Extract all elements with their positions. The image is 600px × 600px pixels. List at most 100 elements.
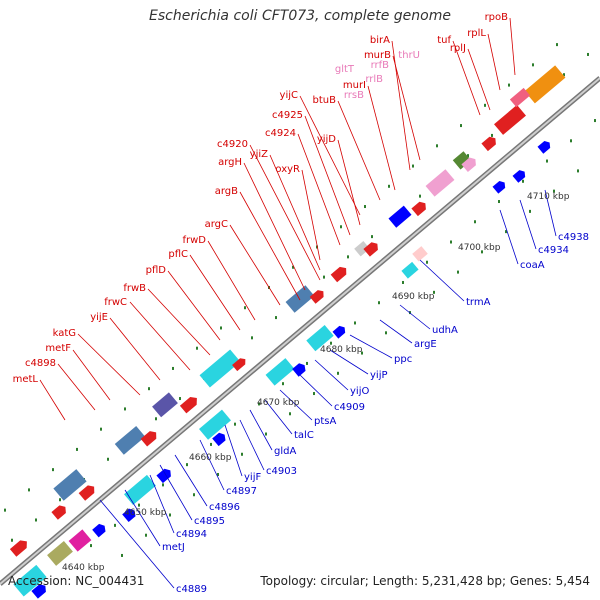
gene-label: metF [45,343,71,354]
gene-feature [512,170,526,183]
topology-text: Topology: circular; Length: 5,231,428 bp… [260,574,590,588]
tick-mark [52,468,54,472]
leader-line [129,301,191,371]
leader-line [167,270,221,341]
leader-line [467,48,491,111]
leader-line [189,254,241,331]
gene-shape [199,409,231,440]
gene-shape [9,540,27,557]
tick-mark [529,209,531,213]
gene-feature [232,358,246,372]
gene-label: c4934 [538,245,569,256]
tick-mark [436,144,438,148]
gene-label: yjiZ [250,149,268,160]
tick-mark [100,427,102,431]
gene-shape [452,151,472,170]
gene-label: c4895 [194,516,225,527]
leader-line [399,304,431,330]
gene-feature [411,201,426,217]
gene-shape [492,180,506,194]
gene-label: yijD [317,134,336,145]
tick-mark [306,361,308,365]
tick-mark [289,412,291,416]
tick-mark [258,402,260,406]
gene-feature [401,261,419,279]
gene-feature [494,104,526,135]
gene-feature [354,241,370,257]
gene-shape [51,505,66,520]
kbp-label: 4670 kbp [257,398,300,408]
gene-label: c4894 [176,529,207,540]
kbp-scale: 4640 kbp 4650 kbp 4660 kbp 4670 kbp 4680… [62,192,570,573]
tick-mark [347,255,349,259]
gene-label: oxyR [275,164,300,175]
gene-label: thrU [398,50,420,61]
gene-shape [401,261,419,279]
tick-mark [556,43,558,47]
leader-line [301,169,321,261]
gene-feature [492,180,506,194]
gene-feature [265,358,295,386]
tick-mark [313,392,315,396]
tick-mark [361,351,363,355]
gene-shape [47,540,73,566]
gene-shape [265,358,295,386]
gene-label: argC [205,219,228,230]
tick-mark [148,387,150,391]
leader-line [243,162,306,291]
gene-feature [332,325,346,339]
kbp-label: 4640 kbp [62,563,105,573]
gene-label: rrsB [344,90,364,101]
tick-mark [4,508,6,512]
gene-shape [78,485,95,501]
leader-line [299,95,361,216]
gene-shape [179,397,197,414]
gene-feature [13,564,47,597]
upper-gene-labels: metL c4898 metF katG yijE frwC frwB pflD… [13,12,509,385]
tick-mark [11,538,13,542]
tick-mark [402,280,404,284]
gene-label: gldA [274,446,296,457]
leader-line [72,349,111,401]
gene-shape [363,242,378,257]
leader-line [249,409,273,451]
gene-shape [330,266,347,283]
gene-feature [51,505,66,520]
gene-shape [481,136,496,152]
tick-mark [275,316,277,320]
gene-shape [411,201,426,217]
tick-mark [563,73,565,77]
tick-mark [220,326,222,330]
gene-label: c4903 [266,466,297,477]
tick-mark [169,513,171,517]
gene-label: murB [364,50,391,61]
gene-shape [122,508,136,523]
gene-label: katG [53,328,76,339]
leader-line [419,259,465,302]
gene-label: coaA [520,260,545,271]
genome-backbone [0,76,600,586]
gene-label: ptsA [314,416,336,427]
leader-line [329,349,369,375]
tick-mark [419,194,421,198]
gene-label: argE [414,339,437,350]
tick-mark [244,306,246,310]
tick-mark [364,205,366,209]
gene-label: c4938 [558,232,589,243]
gene-shape [31,584,46,599]
gene-label: frwD [182,235,206,246]
kbp-label: 4700 kbp [458,243,501,253]
tick-mark [337,371,339,375]
rna-gene-labels: gltT rrsB rrlB rrfB thrU [335,50,420,101]
leader-line [124,489,161,547]
gene-feature [306,325,334,352]
tick-mark [354,321,356,325]
gene-label: frwC [104,297,127,308]
tick-mark [570,139,572,143]
leader-line [314,359,349,391]
gene-label: c4924 [265,128,296,139]
leader-line [174,454,208,507]
map-title: Escherichia coli CFT073, complete genome [149,8,451,24]
gene-label: metJ [162,542,185,553]
leader-line [337,100,381,201]
